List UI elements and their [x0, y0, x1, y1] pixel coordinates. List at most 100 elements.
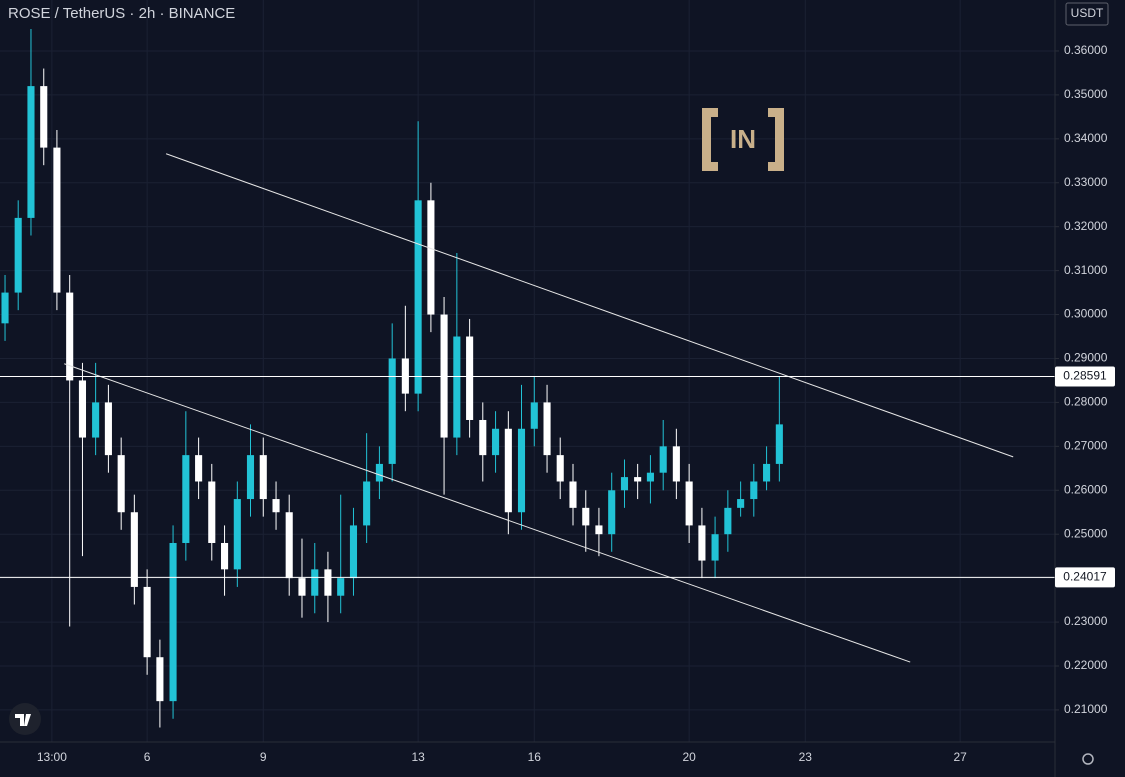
y-tick-label: 0.36000: [1064, 43, 1108, 57]
x-tick-label: 13: [411, 750, 425, 764]
candle-body: [53, 147, 61, 293]
candle-body: [724, 507, 732, 535]
candle-body: [208, 481, 216, 543]
plot-area: [0, 28, 1055, 728]
candle-body: [233, 499, 241, 570]
y-tick-label: 0.22000: [1064, 658, 1108, 672]
candle-body: [182, 455, 190, 543]
candle-body: [259, 455, 267, 500]
candle-body: [569, 481, 577, 508]
candle-body: [246, 455, 255, 500]
x-tick-label: 23: [799, 750, 813, 764]
candle-body: [492, 428, 500, 456]
candle-body: [221, 542, 229, 570]
candle-body: [349, 525, 358, 579]
candle-body: [620, 477, 629, 491]
candle-body: [285, 512, 293, 579]
x-tick-label: 27: [953, 750, 967, 764]
candle-body: [763, 463, 771, 482]
candle-body: [775, 424, 783, 464]
candle-body: [608, 490, 616, 535]
candle-body: [414, 200, 422, 394]
level-label: 0.24017: [1063, 570, 1107, 584]
candle-body: [363, 481, 371, 526]
logo-bracket-right: [768, 108, 784, 171]
candle-body: [698, 525, 706, 561]
y-tick-label: 0.25000: [1064, 526, 1108, 540]
level-label-box: [1055, 567, 1115, 588]
candle-body: [504, 428, 512, 513]
candle-body: [479, 419, 487, 456]
logo-text: IN: [730, 124, 756, 154]
candle-body: [375, 463, 383, 482]
candle-body: [195, 455, 203, 482]
candle-body: [737, 499, 745, 508]
candle-body: [143, 586, 151, 658]
logo-bracket-left: [702, 108, 718, 171]
y-tick-label: 0.35000: [1064, 87, 1108, 101]
y-tick-label: 0.28000: [1064, 395, 1108, 409]
y-tick-label: 0.27000: [1064, 439, 1108, 453]
candle-body: [388, 358, 396, 464]
x-tick-label: 9: [260, 750, 267, 764]
candle-body: [750, 481, 758, 500]
trendline: [64, 363, 911, 663]
candle-body: [66, 292, 74, 381]
candle-body: [298, 578, 306, 596]
y-tick-label: 0.23000: [1064, 614, 1108, 628]
y-tick-label: 0.34000: [1064, 131, 1108, 145]
candle-body: [78, 380, 87, 438]
candle-body: [634, 477, 642, 482]
x-tick-label: 20: [682, 750, 696, 764]
candle-body: [672, 446, 680, 482]
y-tick-label: 0.26000: [1064, 482, 1108, 496]
candle-body: [40, 86, 48, 148]
grid: [0, 0, 1055, 742]
candle-body: [156, 657, 164, 702]
candle-body: [92, 402, 100, 438]
candle-body: [517, 428, 526, 513]
candle-body: [556, 455, 564, 482]
x-tick-label: 16: [528, 750, 542, 764]
currency-label: USDT: [1071, 6, 1104, 20]
y-tick-label: 0.21000: [1064, 702, 1108, 716]
tv-logo-bg: [9, 703, 41, 735]
candle-body: [130, 512, 138, 587]
candle-body: [543, 402, 551, 456]
tv-logo-mark: [15, 714, 31, 726]
candle-body: [466, 336, 474, 420]
chart-title: ROSE / TetherUS · 2h · BINANCE: [8, 5, 235, 22]
candle-body: [530, 402, 538, 429]
candle-body: [427, 200, 435, 315]
candle-body: [311, 569, 319, 596]
candle-body: [104, 402, 112, 456]
candle-body: [1, 292, 9, 324]
candle-body: [595, 525, 603, 535]
settings-icon[interactable]: [1082, 753, 1094, 765]
candle-body: [711, 534, 719, 561]
level-label-box: [1055, 366, 1115, 387]
y-tick-label: 0.31000: [1064, 263, 1108, 277]
tv-logo: [9, 703, 41, 735]
candle-body: [14, 217, 22, 293]
watermark-logo: IN: [702, 108, 784, 171]
y-tick-label: 0.33000: [1064, 175, 1108, 189]
candle-body: [646, 472, 654, 482]
y-tick-label: 0.29000: [1064, 351, 1108, 365]
currency-box: [1065, 2, 1109, 26]
trendline: [165, 153, 1014, 458]
candle-body: [272, 499, 280, 513]
candle-body: [169, 542, 177, 702]
candle-body: [27, 86, 35, 218]
level-label: 0.28591: [1063, 369, 1107, 383]
candle-body: [659, 446, 667, 473]
candle-body: [685, 481, 693, 526]
candle-body: [453, 336, 461, 438]
candle-body: [324, 569, 332, 596]
candle-body: [582, 507, 590, 526]
y-tick-label: 0.30000: [1064, 307, 1108, 321]
candle-body: [117, 455, 125, 513]
